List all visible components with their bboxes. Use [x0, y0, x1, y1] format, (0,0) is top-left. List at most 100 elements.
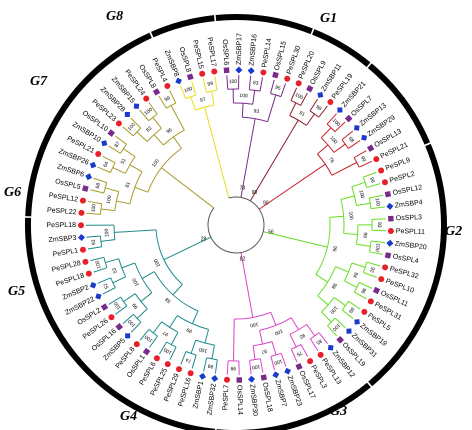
leaf-marker-zm	[361, 134, 368, 141]
bootstrap-value: 99	[361, 232, 367, 238]
branch	[348, 300, 361, 310]
leaf-label: ZmSBP23	[286, 375, 303, 408]
branch-arc	[120, 296, 128, 307]
branch-arc	[129, 171, 143, 204]
leaf-marker-pe	[367, 298, 374, 305]
branch	[351, 262, 366, 268]
leaf-marker-pe	[378, 276, 385, 283]
branch	[139, 329, 150, 341]
bootstrap-value: 52	[103, 282, 111, 290]
branch	[326, 113, 337, 125]
branch	[366, 261, 381, 267]
bootstrap-value: 100	[127, 122, 137, 132]
branch	[211, 344, 215, 359]
branch-arc	[166, 341, 177, 348]
leaf-marker-zm	[125, 333, 131, 339]
bootstrap-value: 100	[273, 328, 283, 337]
branch	[202, 78, 207, 93]
branch-arc	[309, 110, 320, 118]
leaf-marker-zm	[124, 111, 130, 117]
bootstrap-value: 99	[368, 177, 376, 184]
branch	[190, 96, 196, 111]
leaf-label: PeSPL14	[261, 38, 273, 68]
leaf-marker-pe	[115, 120, 122, 127]
clade-brackets	[25, 14, 447, 430]
leaf-marker-pe	[284, 75, 291, 82]
branch	[317, 295, 329, 306]
bootstrap-value: 99	[164, 95, 172, 103]
branch	[191, 81, 197, 96]
branch	[232, 318, 235, 361]
group-label-g4: G4	[120, 409, 137, 424]
group-label-g2: G2	[445, 224, 462, 239]
branch	[87, 246, 102, 250]
leaf-label: PeSPL15	[191, 39, 204, 69]
branch	[290, 87, 298, 101]
group-label-g8: G8	[106, 9, 123, 24]
bootstrap-value: 97	[261, 347, 268, 354]
branch	[241, 103, 244, 118]
leaf-marker-pe	[211, 68, 218, 75]
leaf-label: PeSPL18	[46, 222, 76, 229]
branch	[290, 317, 299, 331]
branch	[191, 354, 197, 369]
bootstrap-value: 68	[347, 136, 355, 144]
branch	[180, 351, 187, 365]
leaf-marker-zm	[386, 202, 394, 210]
branch	[136, 131, 148, 142]
branch	[259, 358, 264, 373]
branch-arc	[134, 293, 148, 310]
bootstrap-value: 53	[111, 266, 119, 274]
branch	[333, 143, 346, 153]
branch	[348, 140, 361, 149]
leaf-label: PeSPL7	[222, 384, 230, 410]
bootstrap-value: 100	[94, 259, 102, 269]
leaf-label: ZmSBP30	[248, 384, 258, 417]
bootstrap-value: 96	[165, 127, 173, 135]
leaf-marker-zm	[89, 281, 97, 289]
leaf-marker-pe	[164, 361, 171, 368]
leaf-label: PeSPL22	[47, 207, 77, 216]
leaf-marker-zm	[354, 319, 360, 325]
bootstrap-value: 74	[185, 356, 192, 364]
leaf-marker-os	[186, 73, 194, 81]
branch	[300, 92, 308, 106]
leaf-marker-pe	[176, 366, 183, 373]
branch	[102, 287, 116, 295]
bootstrap-value: 56	[268, 229, 274, 235]
branch	[114, 229, 157, 233]
bootstrap-value: 99	[131, 302, 139, 310]
leaf-marker-pe	[382, 264, 389, 271]
branch	[334, 121, 346, 132]
branch	[226, 360, 229, 375]
leaf-marker-pe	[327, 99, 334, 106]
leaf-marker-os	[100, 303, 109, 311]
bootstrap-value: 100	[294, 92, 304, 101]
branch	[270, 312, 277, 326]
bootstrap-value: 64	[102, 161, 110, 169]
leaf-marker-os	[366, 144, 375, 152]
branch	[149, 335, 158, 348]
clade-bracket-g7	[215, 14, 313, 35]
branch	[354, 291, 367, 300]
branch	[121, 262, 136, 269]
branch	[249, 360, 252, 375]
bootstrap-value: 87	[114, 141, 122, 149]
branch	[315, 274, 329, 283]
branch-arc	[163, 129, 185, 146]
leaf-label: ZmSBP1	[192, 380, 205, 409]
branch	[141, 271, 155, 279]
leaf-marker-pe	[82, 258, 89, 265]
branch	[93, 177, 107, 184]
leaf-label: ZmSBP20	[394, 241, 427, 252]
bootstrap-value: 99	[347, 306, 355, 314]
bootstrap-value: 100	[239, 93, 248, 99]
leaf-label: OsSPL14	[236, 385, 244, 415]
leaf-marker-pe	[361, 308, 368, 315]
leaf-marker-pe	[108, 314, 115, 321]
branch	[211, 91, 215, 106]
branch-arc	[315, 217, 331, 275]
leaf-marker-pe	[79, 197, 86, 204]
branch	[112, 167, 126, 174]
